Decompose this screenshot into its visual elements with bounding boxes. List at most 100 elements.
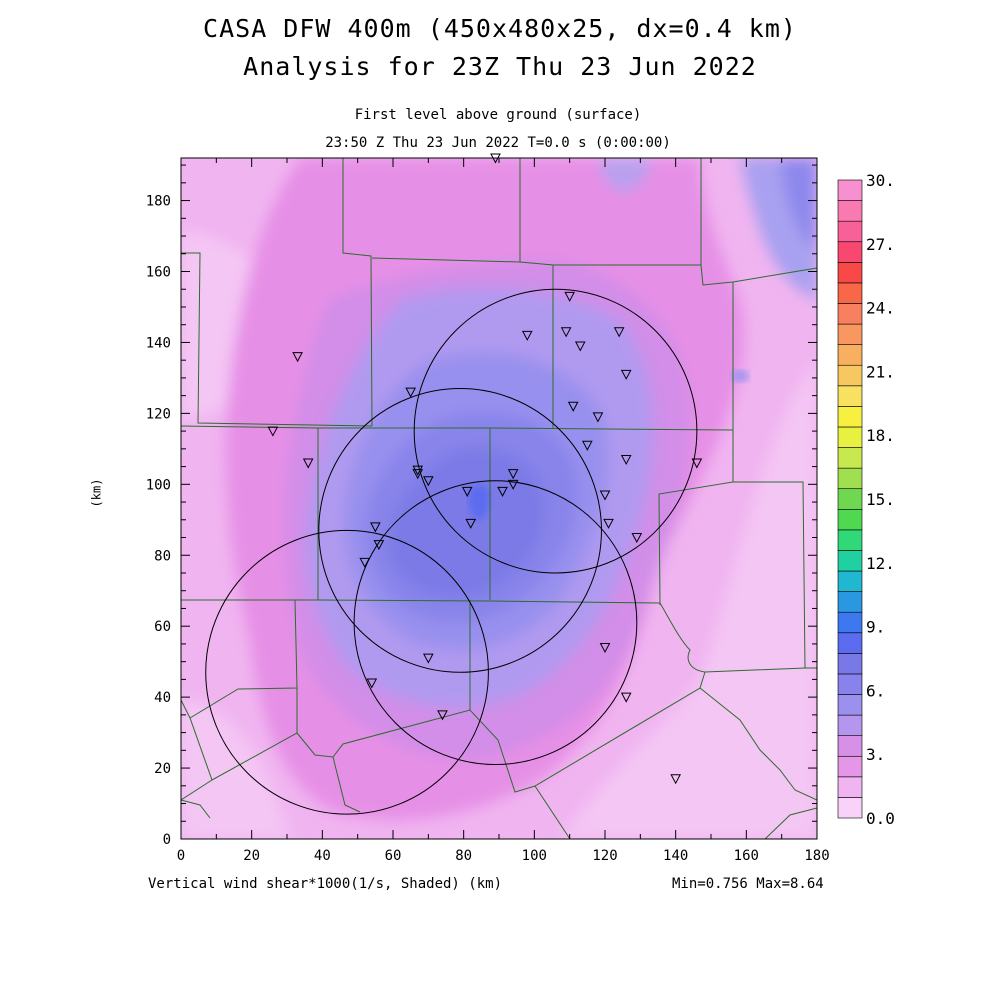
station-marker: [574, 341, 586, 352]
map-subtitle: Analysis for 23Z Thu 23 Jun 2022: [243, 52, 757, 81]
colorbar-swatch: [837, 282, 863, 304]
x-tick-label: 20: [243, 848, 260, 864]
station-marker: [592, 412, 604, 423]
colorbar-swatch: [837, 611, 863, 634]
x-tick-label: 140: [663, 848, 688, 864]
shear-field: [181, 158, 817, 839]
radar-ring: [205, 529, 489, 815]
y-tick-label: 140: [146, 335, 171, 351]
colorbar-swatch: [837, 426, 863, 448]
colorbar-swatch: [837, 714, 863, 736]
radar-range-rings: [205, 288, 698, 815]
y-tick-label: 60: [154, 619, 171, 635]
x-tick-label: 0: [177, 848, 185, 864]
colorbar-swatch: [837, 653, 863, 675]
station-marker: [507, 469, 519, 480]
station-marker: [603, 518, 614, 529]
x-tick-label: 180: [804, 848, 829, 864]
station-marker: [560, 327, 572, 338]
colorbar-label: 24.: [866, 299, 895, 318]
field-band-top-strip: [600, 158, 650, 192]
radar-ring: [353, 480, 638, 766]
county-borders: [181, 158, 817, 839]
y-tick-label: 40: [154, 690, 171, 706]
x-tick-label: 160: [734, 848, 759, 864]
colorbar-label: 30.: [866, 171, 895, 190]
y-tick-label: 160: [146, 265, 171, 281]
station-marker: [437, 710, 448, 721]
station-marker: [497, 486, 508, 497]
station-marker: [292, 352, 303, 363]
y-tick-label: 80: [154, 548, 171, 564]
level-label: First level above ground (surface): [354, 107, 642, 123]
station-marker: [412, 465, 424, 476]
colorbar-swatch: [837, 673, 863, 695]
colorbar-swatch: [837, 364, 863, 387]
field-band-light-southwest: [181, 700, 290, 839]
colorbar-swatch: [837, 323, 863, 345]
colorbar-swatch: [837, 447, 863, 469]
station-marker: [423, 476, 434, 487]
colorbar-label: 12.: [866, 554, 895, 573]
colorbar-swatch: [837, 776, 863, 798]
station-marker: [582, 440, 593, 451]
colorbar-swatch: [837, 179, 863, 201]
colorbar-label: 0.0: [866, 809, 895, 828]
station-markers: [267, 153, 703, 785]
colorbar-swatch: [837, 735, 863, 757]
station-marker: [620, 369, 632, 380]
field-band-topright-core: [780, 158, 817, 250]
y-tick-label: 100: [146, 477, 171, 493]
station-marker: [423, 653, 434, 664]
field-band-light-east: [560, 360, 817, 839]
colorbar-swatch: [837, 241, 863, 263]
station-marker: [567, 401, 579, 412]
colorbar-swatch: [837, 488, 863, 510]
colorbar-swatch: [837, 467, 863, 490]
station-marker: [620, 692, 632, 703]
colorbar-swatch: [837, 508, 863, 531]
field-band-deep-violet: [387, 447, 546, 599]
radar-ring: [318, 388, 602, 673]
colorbar-swatch: [837, 755, 863, 778]
colorbar-label: 21.: [866, 362, 895, 381]
station-marker: [613, 327, 625, 338]
colorbar-swatch: [837, 344, 863, 366]
colorbar-label: 3.: [866, 745, 885, 764]
field-max-core: [468, 484, 490, 520]
min-max-label: Min=0.756 Max=8.64: [672, 876, 824, 892]
x-tick-label: 120: [592, 848, 617, 864]
x-tick-label: 100: [522, 848, 547, 864]
colorbar-label: 27.: [866, 235, 895, 254]
colorbar-swatch: [837, 406, 863, 428]
field-local-max-east: [731, 370, 749, 382]
variable-label: Vertical wind shear*1000(1/s, Shaded) (k…: [148, 876, 503, 892]
map-title: CASA DFW 400m (450x480x25, dx=0.4 km): [203, 14, 797, 43]
station-marker: [599, 642, 611, 654]
station-marker: [691, 458, 703, 469]
y-tick-label: 20: [154, 761, 171, 777]
station-marker: [373, 540, 385, 551]
colorbar-swatch: [837, 694, 863, 716]
colorbar-label: 9.: [866, 618, 885, 637]
time-label: 23:50 Z Thu 23 Jun 2022 T=0.0 s (0:00:00…: [325, 135, 671, 151]
station-marker: [302, 458, 314, 469]
colorbar-swatch: [837, 529, 863, 551]
station-marker: [564, 291, 575, 302]
station-marker: [670, 774, 681, 785]
station-marker: [412, 469, 424, 480]
y-tick-label: 180: [146, 194, 171, 210]
station-marker: [620, 454, 632, 466]
colorbar-swatch: [837, 570, 863, 592]
colorbar-label: 18.: [866, 426, 895, 445]
station-marker: [405, 387, 416, 398]
colorbar: 0.0 3. 6. 9. 12. 15. 18. 21. 24. 27. 30.: [837, 171, 895, 828]
colorbar-swatch: [837, 591, 863, 613]
colorbar-swatch: [837, 550, 863, 572]
colorbar-swatch: [837, 385, 863, 407]
colorbar-label: 6.: [866, 681, 885, 700]
x-tick-label: 80: [455, 848, 472, 864]
colorbar-label: 15.: [866, 490, 895, 509]
station-marker: [267, 426, 279, 437]
